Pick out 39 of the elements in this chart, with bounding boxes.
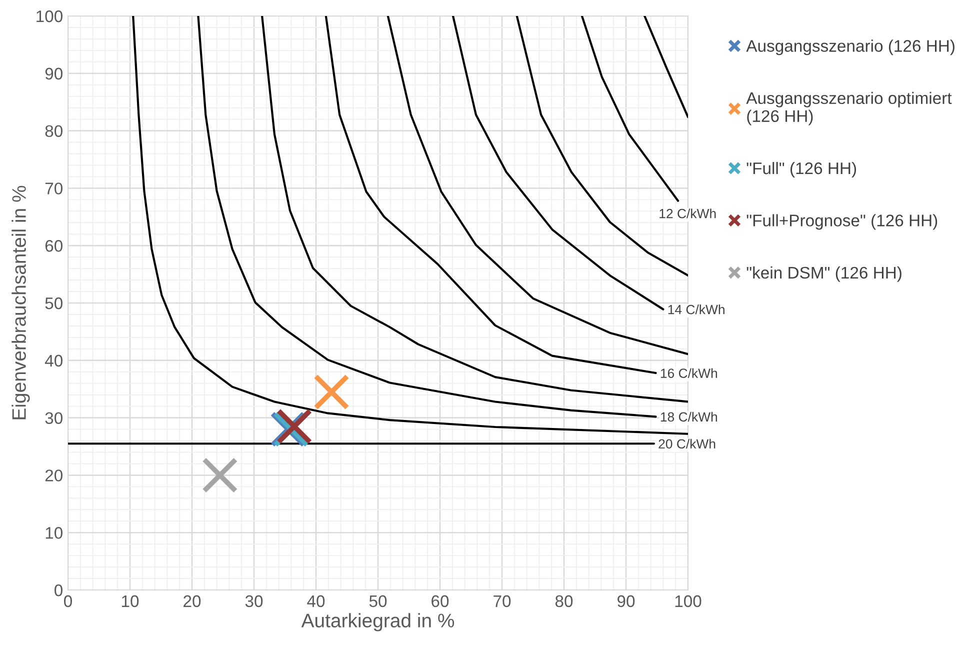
x-tick-label: 10 (122, 595, 139, 608)
legend-label: "Full" (126 HH) (746, 162, 856, 178)
annotation: 18 C/kWh (660, 412, 717, 422)
y-tick-label: 40 (44, 354, 62, 367)
y-tick-label: 80 (45, 125, 62, 138)
line-series (324, 16, 657, 374)
legend-label: Ausgangsszenario optimiert (126 HH) (746, 92, 952, 126)
y-tick-label: 60 (45, 240, 62, 252)
x-tick-label: 30 (245, 595, 263, 608)
annotation: 12 C/kWh (660, 208, 716, 218)
x-tick-label: 40 (307, 595, 325, 608)
y-tick-label: 0 (54, 584, 62, 596)
annotation: 16 C/kWh (660, 368, 717, 378)
y-tick-label: 100 (36, 10, 62, 22)
line-series (197, 16, 657, 418)
x-tick-label: 80 (555, 595, 573, 608)
x-tick-label: 60 (432, 595, 449, 608)
x-tick-label: 50 (369, 595, 387, 608)
x-axis-title: Autarkiegrad in % (301, 613, 454, 632)
point (314, 374, 350, 410)
annotation: 14 C/kWh (668, 304, 724, 314)
line-series (580, 16, 680, 202)
y-tick-label: 90 (45, 68, 62, 80)
y-tick-label: 50 (45, 297, 62, 310)
x-tick-label: 100 (675, 595, 702, 608)
legend-label: "kein DSM" (126 HH) (746, 266, 902, 282)
x-tick-label: 20 (184, 595, 201, 608)
y-tick-label: 20 (45, 470, 62, 482)
y-tick-label: 10 (46, 527, 62, 539)
point (202, 457, 238, 494)
x-tick-label: 90 (618, 595, 635, 608)
legend-label: "Full+Prognose" (126 HH) (746, 214, 938, 230)
legend-label: Ausgangsszenario (126 HH) (746, 40, 954, 56)
annotation: 20 C/kWh (658, 438, 716, 449)
x-tick-label: 0 (64, 595, 72, 608)
y-tick-label: 70 (45, 182, 62, 194)
y-tick-label: 30 (45, 412, 62, 424)
x-tick-label: 70 (494, 595, 511, 608)
y-axis-title: Eigenverbrauchsanteil in % (12, 186, 30, 420)
